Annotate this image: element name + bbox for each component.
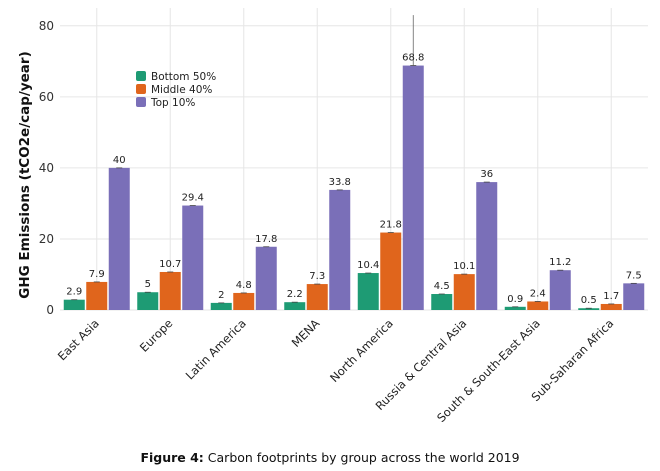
data-label: 17.8: [255, 234, 277, 245]
bar: [527, 301, 549, 310]
x-tick-label: Latin America: [183, 316, 249, 382]
legend-swatch: [136, 71, 146, 81]
bar: [549, 270, 571, 310]
bar: [182, 205, 204, 310]
data-label: 40: [113, 155, 126, 166]
data-label: 2.9: [66, 287, 82, 298]
bar: [86, 281, 108, 310]
bar: [284, 302, 306, 310]
data-label: 4.8: [236, 280, 252, 291]
y-axis-title: GHG Emissions (tCO2e/cap/year): [17, 51, 33, 298]
data-label: 7.5: [626, 270, 642, 281]
data-label: 10.1: [453, 261, 475, 272]
data-label: 5: [145, 279, 151, 290]
legend-item: Top 10%: [150, 97, 195, 109]
label-layer: 2.9 7.9 40 5 10.7 29.4 2 4.8 17.8 2.2 7.3 33.8 10.4 2…: [66, 53, 641, 307]
bar: [623, 283, 645, 310]
data-label: 11.2: [549, 257, 571, 268]
x-tick-label: North America: [327, 316, 396, 385]
y-tick-label-80: 80: [39, 19, 54, 33]
bar: [402, 65, 424, 310]
bar: [453, 274, 475, 310]
data-label: 7.9: [89, 269, 105, 280]
data-label: 0.5: [581, 295, 597, 306]
data-label: 0.9: [507, 294, 523, 305]
bar: [210, 302, 232, 310]
grid-layer: [60, 8, 648, 311]
legend-swatch: [136, 97, 146, 107]
y-tick-label-0: 0: [46, 303, 54, 317]
legend-swatch: [136, 84, 146, 94]
data-label: 2.4: [530, 288, 546, 299]
bar: [357, 273, 379, 310]
data-label: 68.8: [402, 53, 424, 64]
data-label: 29.4: [182, 193, 204, 204]
bar: [380, 232, 402, 310]
data-label: 4.5: [434, 281, 450, 292]
bar: [63, 299, 85, 310]
bar: [329, 189, 351, 310]
caption-text: Carbon footprints by group across the wo…: [204, 450, 520, 465]
data-label: 10.7: [159, 259, 181, 270]
figure-caption: Figure 4: Carbon footprints by group acr…: [140, 450, 519, 465]
bar: [431, 294, 453, 310]
bar: [233, 292, 255, 310]
data-label: 10.4: [357, 260, 379, 271]
y-tick-label-60: 60: [39, 90, 54, 104]
bar: [578, 308, 600, 310]
bar: [306, 284, 328, 310]
bar-layer: [63, 15, 645, 310]
legend-item: Bottom 50%: [151, 71, 216, 83]
legend: Bottom 50%Middle 40%Top 10%: [136, 71, 216, 109]
data-label: 2: [218, 290, 224, 301]
caption-prefix: Figure 4:: [140, 450, 203, 465]
data-label: 2.2: [287, 289, 303, 300]
bar: [600, 303, 622, 310]
data-label: 1.7: [603, 291, 619, 302]
data-label: 33.8: [329, 177, 351, 188]
bar: [159, 271, 181, 310]
x-tick-label: East Asia: [55, 316, 102, 363]
y-tick-label-20: 20: [39, 232, 54, 246]
legend-item: Middle 40%: [151, 84, 212, 96]
x-tick-label: Europe: [137, 316, 176, 355]
bar: [255, 246, 277, 310]
y-tick-label-40: 40: [39, 161, 54, 175]
x-tick-label: Sub-Saharan Africa: [529, 316, 617, 404]
bar: [108, 167, 130, 310]
bar: [137, 292, 159, 310]
bar: [476, 182, 498, 310]
bar: [504, 306, 526, 310]
x-tick-label: MENA: [289, 316, 323, 350]
data-label: 21.8: [380, 220, 402, 231]
data-label: 7.3: [309, 271, 325, 282]
data-label: 36: [480, 169, 493, 180]
